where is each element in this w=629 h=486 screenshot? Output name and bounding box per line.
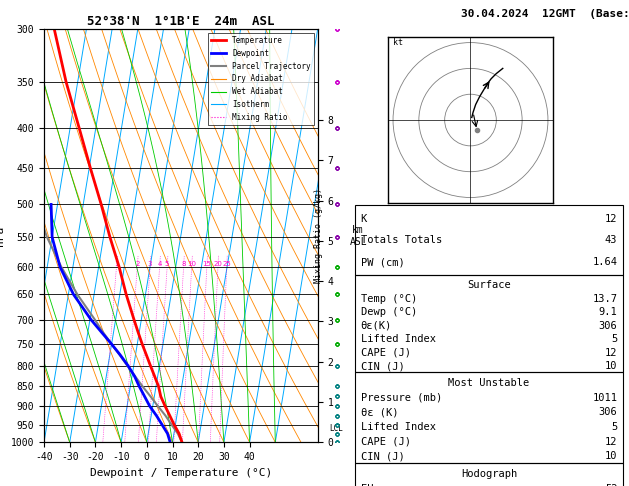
Text: CAPE (J): CAPE (J) xyxy=(361,436,411,447)
Text: 1.64: 1.64 xyxy=(593,258,618,267)
Text: Lifted Index: Lifted Index xyxy=(361,334,436,344)
Text: 52: 52 xyxy=(605,484,618,486)
Text: 306: 306 xyxy=(599,321,618,331)
Text: 25: 25 xyxy=(223,261,231,267)
Text: Hodograph: Hodograph xyxy=(461,469,517,479)
Text: PW (cm): PW (cm) xyxy=(361,258,404,267)
Bar xyxy=(355,275,623,372)
Text: CIN (J): CIN (J) xyxy=(361,361,404,371)
Text: 12: 12 xyxy=(605,348,618,358)
Text: K: K xyxy=(361,213,367,224)
Text: 12: 12 xyxy=(605,213,618,224)
Text: 10: 10 xyxy=(605,361,618,371)
X-axis label: Dewpoint / Temperature (°C): Dewpoint / Temperature (°C) xyxy=(90,468,272,478)
Text: Totals Totals: Totals Totals xyxy=(361,235,442,245)
Text: CIN (J): CIN (J) xyxy=(361,451,404,461)
Text: CAPE (J): CAPE (J) xyxy=(361,348,411,358)
Y-axis label: km
ASL: km ASL xyxy=(350,225,367,246)
Text: kt: kt xyxy=(393,38,403,47)
Text: 12: 12 xyxy=(605,436,618,447)
Text: 10: 10 xyxy=(605,451,618,461)
Title: 52°38'N  1°1B'E  24m  ASL: 52°38'N 1°1B'E 24m ASL xyxy=(87,15,275,28)
Text: 306: 306 xyxy=(599,407,618,417)
Text: 13.7: 13.7 xyxy=(593,294,618,304)
Text: Lifted Index: Lifted Index xyxy=(361,422,436,432)
Text: 1011: 1011 xyxy=(593,393,618,402)
Text: Pressure (mb): Pressure (mb) xyxy=(361,393,442,402)
Text: 43: 43 xyxy=(605,235,618,245)
Text: Temp (°C): Temp (°C) xyxy=(361,294,417,304)
Legend: Temperature, Dewpoint, Parcel Trajectory, Dry Adiabat, Wet Adiabat, Isotherm, Mi: Temperature, Dewpoint, Parcel Trajectory… xyxy=(208,33,314,125)
Y-axis label: hPa: hPa xyxy=(0,226,5,246)
Text: Surface: Surface xyxy=(467,280,511,290)
Bar xyxy=(355,463,623,486)
Bar xyxy=(355,205,623,275)
Text: Most Unstable: Most Unstable xyxy=(448,378,530,388)
Text: EH: EH xyxy=(361,484,373,486)
Text: 15: 15 xyxy=(203,261,211,267)
Text: Mixing Ratio (g/kg): Mixing Ratio (g/kg) xyxy=(314,188,323,283)
Text: 5: 5 xyxy=(611,334,618,344)
Text: 8: 8 xyxy=(181,261,186,267)
Bar xyxy=(355,372,623,463)
Text: 3: 3 xyxy=(148,261,152,267)
Text: LCL: LCL xyxy=(330,424,343,433)
Text: 20: 20 xyxy=(213,261,223,267)
Text: θε (K): θε (K) xyxy=(361,407,398,417)
Text: 2: 2 xyxy=(135,261,140,267)
Text: 5: 5 xyxy=(165,261,169,267)
Text: 4: 4 xyxy=(157,261,162,267)
Text: 9.1: 9.1 xyxy=(599,307,618,317)
Text: 1: 1 xyxy=(114,261,119,267)
Text: Dewp (°C): Dewp (°C) xyxy=(361,307,417,317)
Text: 30.04.2024  12GMT  (Base: 06): 30.04.2024 12GMT (Base: 06) xyxy=(461,9,629,19)
Text: 10: 10 xyxy=(187,261,196,267)
Text: 5: 5 xyxy=(611,422,618,432)
Text: θε(K): θε(K) xyxy=(361,321,392,331)
